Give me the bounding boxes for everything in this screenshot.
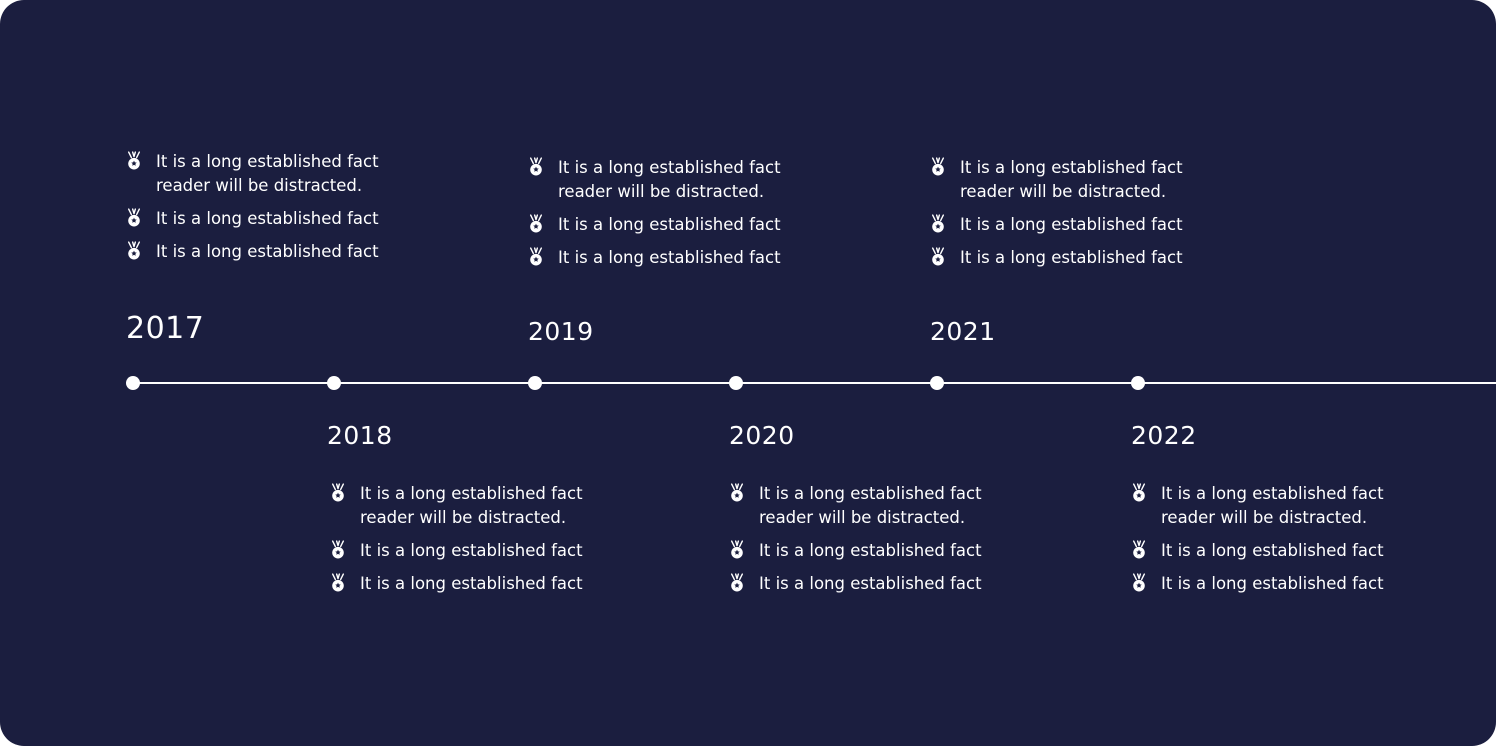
fact-text: It is a long established fact bbox=[360, 572, 583, 596]
fact-line-continued: reader will be distracted. bbox=[360, 508, 567, 527]
facts-list-2018: It is a long established fact reader will… bbox=[330, 482, 630, 605]
medal-icon bbox=[126, 150, 144, 172]
fact-item: It is a long established fact bbox=[1131, 572, 1431, 596]
fact-item: It is a long established fact bbox=[528, 213, 828, 237]
medal-icon bbox=[930, 213, 948, 235]
fact-item: It is a long established fact reader will… bbox=[330, 482, 630, 530]
fact-line: It is a long established fact bbox=[759, 541, 982, 560]
fact-item: It is a long established fact bbox=[930, 246, 1230, 270]
fact-text: It is a long established fact bbox=[156, 240, 379, 264]
year-label-2019: 2019 bbox=[528, 317, 594, 346]
fact-text: It is a long established fact bbox=[960, 213, 1183, 237]
fact-line: It is a long established fact bbox=[1161, 574, 1384, 593]
fact-line: It is a long established fact bbox=[156, 152, 379, 171]
fact-item: It is a long established fact bbox=[1131, 539, 1431, 563]
fact-line: It is a long established fact bbox=[960, 215, 1183, 234]
fact-text: It is a long established fact bbox=[558, 246, 781, 270]
timeline-dot-2022 bbox=[1131, 376, 1145, 390]
medal-icon bbox=[930, 156, 948, 178]
fact-item: It is a long established fact bbox=[930, 213, 1230, 237]
timeline-dot-2017 bbox=[126, 376, 140, 390]
fact-line: It is a long established fact bbox=[360, 484, 583, 503]
timeline-dot-2019 bbox=[528, 376, 542, 390]
year-label-2021: 2021 bbox=[930, 317, 996, 346]
medal-icon bbox=[126, 240, 144, 262]
fact-item: It is a long established fact bbox=[729, 539, 1029, 563]
medal-icon bbox=[729, 482, 747, 504]
medal-icon bbox=[729, 572, 747, 594]
fact-line-continued: reader will be distracted. bbox=[156, 176, 363, 195]
fact-item: It is a long established fact reader will… bbox=[126, 150, 426, 198]
fact-line: It is a long established fact bbox=[558, 215, 781, 234]
fact-item: It is a long established fact reader will… bbox=[1131, 482, 1431, 530]
fact-text: It is a long established fact bbox=[960, 246, 1183, 270]
medal-icon bbox=[330, 572, 348, 594]
fact-item: It is a long established fact reader will… bbox=[528, 156, 828, 204]
fact-text: It is a long established fact bbox=[360, 539, 583, 563]
fact-item: It is a long established fact reader will… bbox=[729, 482, 1029, 530]
facts-list-2020: It is a long established fact reader will… bbox=[729, 482, 1029, 605]
fact-text: It is a long established fact reader will… bbox=[558, 156, 781, 204]
fact-line: It is a long established fact bbox=[960, 158, 1183, 177]
facts-list-2022: It is a long established fact reader will… bbox=[1131, 482, 1431, 605]
fact-text: It is a long established fact bbox=[1161, 572, 1384, 596]
medal-icon bbox=[528, 156, 546, 178]
fact-item: It is a long established fact bbox=[126, 207, 426, 231]
fact-line-continued: reader will be distracted. bbox=[759, 508, 966, 527]
medal-icon bbox=[1131, 482, 1149, 504]
fact-text: It is a long established fact bbox=[759, 539, 982, 563]
fact-text: It is a long established fact bbox=[759, 572, 982, 596]
fact-line: It is a long established fact bbox=[960, 248, 1183, 267]
year-label-2018: 2018 bbox=[327, 421, 393, 450]
fact-line: It is a long established fact bbox=[1161, 484, 1384, 503]
fact-text: It is a long established fact reader will… bbox=[1161, 482, 1384, 530]
fact-text: It is a long established fact reader will… bbox=[360, 482, 583, 530]
medal-icon bbox=[330, 482, 348, 504]
fact-item: It is a long established fact bbox=[528, 246, 828, 270]
year-label-2017: 2017 bbox=[126, 311, 205, 346]
medal-icon bbox=[1131, 539, 1149, 561]
fact-item: It is a long established fact bbox=[729, 572, 1029, 596]
fact-item: It is a long established fact bbox=[330, 572, 630, 596]
fact-line: It is a long established fact bbox=[1161, 541, 1384, 560]
medal-icon bbox=[729, 539, 747, 561]
timeline-axis bbox=[133, 382, 1496, 384]
medal-icon bbox=[528, 246, 546, 268]
facts-list-2019: It is a long established fact reader will… bbox=[528, 156, 828, 279]
fact-line-continued: reader will be distracted. bbox=[558, 182, 765, 201]
fact-line: It is a long established fact bbox=[759, 574, 982, 593]
fact-line: It is a long established fact bbox=[759, 484, 982, 503]
fact-line-continued: reader will be distracted. bbox=[960, 182, 1167, 201]
fact-text: It is a long established fact reader will… bbox=[960, 156, 1183, 204]
timeline-dot-2018 bbox=[327, 376, 341, 390]
fact-line-continued: reader will be distracted. bbox=[1161, 508, 1368, 527]
medal-icon bbox=[1131, 572, 1149, 594]
fact-text: It is a long established fact bbox=[558, 213, 781, 237]
fact-line: It is a long established fact bbox=[156, 209, 379, 228]
fact-text: It is a long established fact reader will… bbox=[759, 482, 982, 530]
fact-line: It is a long established fact bbox=[558, 248, 781, 267]
fact-item: It is a long established fact reader will… bbox=[930, 156, 1230, 204]
medal-icon bbox=[528, 213, 546, 235]
fact-item: It is a long established fact bbox=[126, 240, 426, 264]
timeline-dot-2020 bbox=[729, 376, 743, 390]
fact-line: It is a long established fact bbox=[156, 242, 379, 261]
fact-text: It is a long established fact reader will… bbox=[156, 150, 379, 198]
facts-list-2017: It is a long established fact reader will… bbox=[126, 150, 426, 273]
facts-list-2021: It is a long established fact reader will… bbox=[930, 156, 1230, 279]
timeline-dot-2021 bbox=[930, 376, 944, 390]
year-label-2022: 2022 bbox=[1131, 421, 1197, 450]
medal-icon bbox=[930, 246, 948, 268]
fact-text: It is a long established fact bbox=[1161, 539, 1384, 563]
fact-line: It is a long established fact bbox=[360, 541, 583, 560]
fact-line: It is a long established fact bbox=[558, 158, 781, 177]
year-label-2020: 2020 bbox=[729, 421, 795, 450]
medal-icon bbox=[126, 207, 144, 229]
fact-text: It is a long established fact bbox=[156, 207, 379, 231]
fact-item: It is a long established fact bbox=[330, 539, 630, 563]
fact-line: It is a long established fact bbox=[360, 574, 583, 593]
medal-icon bbox=[330, 539, 348, 561]
